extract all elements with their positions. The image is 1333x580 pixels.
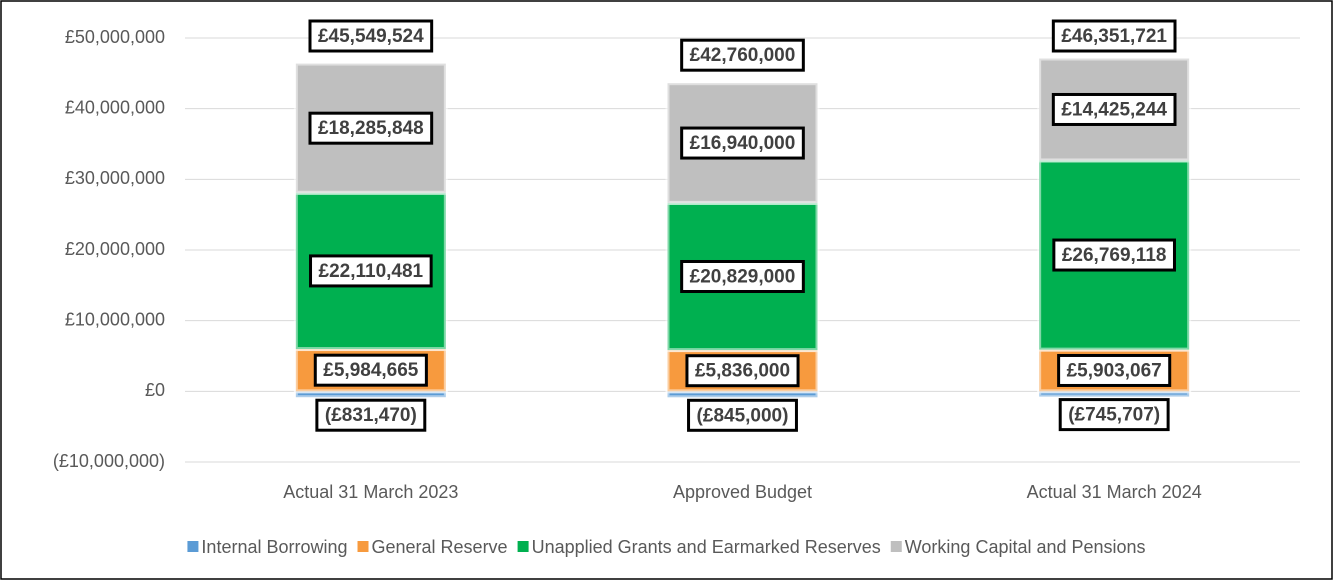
y-tick-label: £50,000,000 — [65, 27, 165, 47]
legend-label: Working Capital and Pensions — [905, 537, 1146, 557]
data-label: £14,425,244 — [1061, 99, 1167, 120]
data-label: £26,769,118 — [1062, 245, 1167, 266]
label-box — [680, 38, 805, 72]
legend-label: Unapplied Grants and Earmarked Reserves — [532, 537, 881, 557]
data-label: £16,940,000 — [690, 133, 796, 154]
label-box — [308, 19, 434, 53]
data-label: £42,760,000 — [690, 45, 796, 66]
label-box — [1051, 19, 1177, 53]
x-tick-label: Actual 31 March 2024 — [1027, 482, 1202, 502]
y-tick-label: £30,000,000 — [65, 168, 165, 188]
data-label: £45,549,524 — [318, 26, 424, 47]
y-tick-label: (£10,000,000) — [53, 451, 165, 471]
label-box — [309, 254, 433, 288]
data-label: £20,829,000 — [690, 267, 796, 288]
legend-swatch — [890, 541, 902, 552]
data-label: £18,285,848 — [318, 118, 424, 139]
y-tick-label: £10,000,000 — [65, 309, 165, 329]
data-label: £46,351,721 — [1061, 26, 1167, 47]
legend-swatch — [517, 541, 529, 552]
label-box — [687, 398, 798, 432]
legend-label: Internal Borrowing — [201, 537, 347, 557]
x-tick-label: Approved Budget — [673, 482, 812, 502]
data-label: (£831,470) — [325, 405, 417, 426]
legend-swatch — [357, 541, 369, 552]
label-box — [1057, 353, 1172, 387]
label-box — [1058, 398, 1170, 432]
data-label: £5,984,665 — [323, 360, 419, 381]
data-label: (£745,707) — [1068, 405, 1160, 426]
y-tick-label: £0 — [145, 380, 165, 400]
y-tick-label: £20,000,000 — [65, 239, 165, 259]
legend: Internal Borrowing General Reserve Unappli… — [187, 537, 1146, 557]
data-label: (£845,000) — [697, 405, 789, 426]
label-box — [313, 353, 428, 387]
label-box — [1051, 92, 1177, 126]
legend-swatch — [187, 541, 199, 552]
labels: (£831,470) £5,984,665 £22,110,481 £18,285,8… — [308, 19, 1177, 432]
y-tick-label: £40,000,000 — [65, 97, 165, 117]
label-box — [1052, 238, 1176, 272]
label-box — [308, 111, 434, 145]
label-box — [680, 259, 805, 293]
data-label: £5,903,067 — [1067, 360, 1162, 381]
legend-label: General Reserve — [372, 537, 508, 557]
label-box — [685, 354, 800, 388]
x-tick-label: Actual 31 March 2023 — [283, 482, 458, 502]
data-label: £5,836,000 — [695, 361, 790, 382]
data-label: £22,110,481 — [319, 261, 424, 282]
label-box — [680, 126, 805, 160]
label-box — [315, 398, 427, 432]
